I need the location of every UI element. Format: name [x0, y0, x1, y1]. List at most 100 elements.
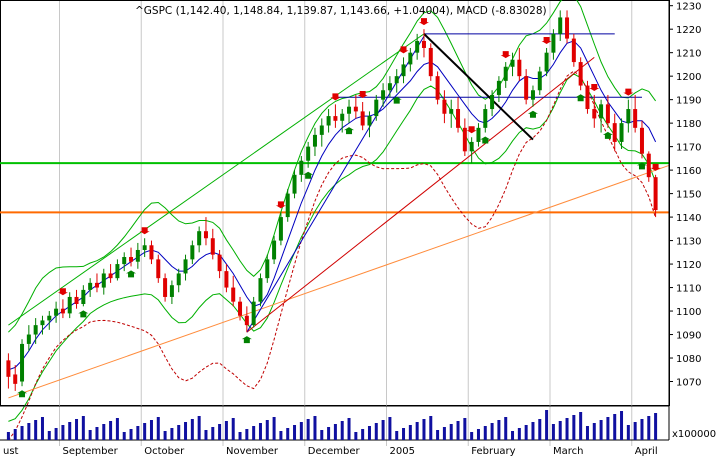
candle-body — [524, 76, 529, 100]
volume-bar — [599, 420, 603, 440]
volume-bar — [504, 417, 508, 440]
candle-body — [646, 153, 651, 178]
candle-body — [88, 282, 93, 290]
volume-bar — [572, 415, 576, 440]
volume-bar — [490, 423, 494, 440]
candle-body — [265, 259, 270, 279]
candle-body — [142, 245, 147, 250]
volume-bar — [647, 416, 651, 440]
volume-bar — [565, 418, 569, 440]
candle-body — [360, 111, 365, 126]
candle-body — [169, 285, 174, 297]
candle-body — [340, 113, 345, 121]
sell-signal-arrow — [589, 83, 600, 91]
volume-bar — [27, 423, 31, 440]
y-tick-label: 1220 — [676, 25, 701, 36]
candle-body — [599, 104, 604, 119]
sell-signal-arrow — [500, 51, 511, 59]
candle-body — [571, 38, 576, 63]
volume-bar — [81, 416, 85, 440]
sell-signal-arrow — [398, 46, 409, 54]
buy-signal-arrow — [78, 310, 89, 318]
sell-signal-arrow — [466, 126, 477, 134]
candle-body — [496, 80, 501, 95]
candle-body — [428, 47, 433, 77]
long-term-trendline — [8, 164, 670, 399]
candle-body — [347, 106, 352, 114]
candle-body — [238, 301, 243, 316]
candle-body — [312, 134, 317, 147]
buy-signal-arrow — [602, 131, 613, 139]
candle-body — [442, 99, 447, 114]
volume-bar — [177, 425, 181, 440]
candle-body — [26, 334, 31, 344]
sell-signal-arrow — [623, 88, 634, 96]
volume-bar — [6, 432, 10, 440]
candle-body — [6, 360, 11, 377]
volume-bar — [306, 419, 310, 440]
volume-bar — [109, 421, 113, 440]
candle-body — [530, 90, 535, 100]
candle-body — [115, 264, 120, 279]
candle-body — [326, 116, 331, 126]
candle-body — [503, 66, 508, 81]
candle-body — [578, 62, 583, 86]
y-tick-label: 1080 — [676, 354, 701, 365]
candle-body — [40, 320, 45, 326]
signal-dashed-line — [7, 70, 657, 441]
volume-bar — [654, 413, 658, 440]
grid-layer — [59, 1, 633, 446]
downtrend-line — [423, 33, 534, 141]
sell-signal-arrow — [139, 227, 150, 235]
volume-bar — [238, 432, 242, 440]
candle-body — [381, 90, 386, 100]
volume-bar — [579, 412, 583, 440]
volume-bar — [211, 427, 215, 440]
candle-body — [319, 125, 324, 135]
month-label: February — [471, 446, 515, 457]
volume-bar — [20, 426, 24, 440]
volume-bar — [551, 424, 555, 440]
volume-bar — [218, 424, 222, 440]
volume-bar — [143, 423, 147, 440]
volume-bar — [517, 428, 521, 440]
volume-bar — [640, 419, 644, 440]
volume-bar — [395, 431, 399, 440]
volume-bar — [340, 421, 344, 440]
volume-bar — [231, 418, 235, 440]
candle-body — [612, 123, 617, 142]
volume-bar — [320, 430, 324, 440]
volume-bar — [497, 420, 501, 440]
lower-band-line — [8, 73, 657, 422]
candle-body — [435, 76, 440, 100]
volume-bar — [558, 421, 562, 440]
candle-body — [163, 278, 168, 297]
candle-body — [251, 301, 256, 326]
candle-body — [633, 109, 638, 128]
candle-body — [122, 257, 127, 265]
y-tick-label: 1100 — [676, 307, 701, 318]
volume-bar — [415, 422, 419, 440]
candle-body — [47, 315, 52, 321]
volume-bar — [313, 416, 317, 440]
volume-bar — [115, 418, 119, 440]
volume-bar — [95, 427, 99, 440]
volume-bar — [511, 431, 515, 440]
volume-bar — [122, 432, 126, 440]
month-label: December — [308, 446, 361, 457]
candle-body — [13, 374, 18, 384]
candle-body — [210, 238, 215, 255]
candle-body — [544, 52, 549, 72]
buy-signal-arrow — [575, 94, 586, 102]
y-tick-label: 1070 — [676, 378, 701, 389]
volume-bar — [606, 417, 610, 440]
volume-bar — [197, 416, 201, 440]
candle-body — [387, 83, 392, 91]
candle-body — [408, 52, 413, 65]
y-tick-label: 1190 — [676, 96, 701, 107]
volume-bar — [449, 424, 453, 440]
volume-bar — [367, 426, 371, 440]
volume-bar — [633, 422, 637, 440]
candle-body — [510, 59, 515, 67]
candle-body — [258, 278, 263, 302]
